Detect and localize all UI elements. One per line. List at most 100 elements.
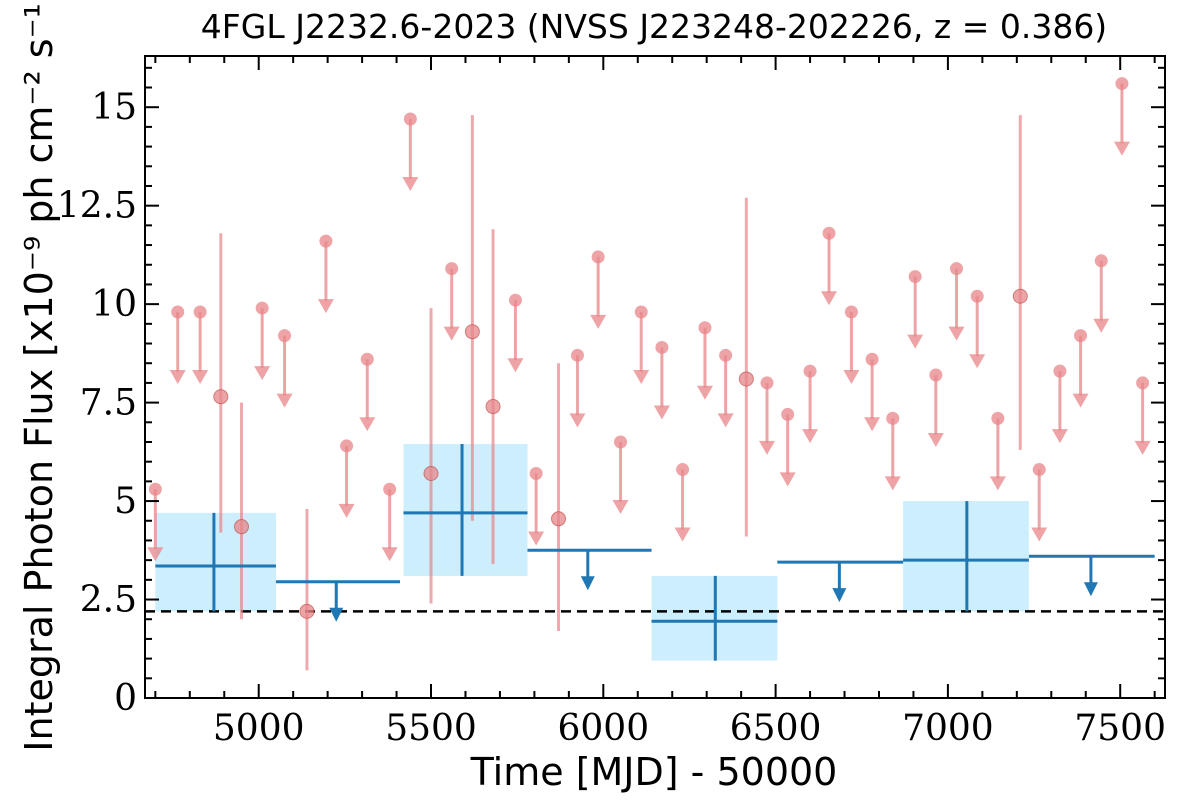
plot-area <box>145 77 1165 671</box>
upper-limit-point <box>508 293 522 307</box>
detection-point <box>1012 288 1028 304</box>
upper-limit-point <box>822 226 836 240</box>
short-bin-upper-limit <box>443 262 460 341</box>
upper-limit-arrowhead <box>569 413 586 428</box>
upper-limit-arrowhead <box>843 370 860 385</box>
upper-limit-point <box>886 411 900 425</box>
y-tick-label: 10 <box>91 284 137 325</box>
upper-limit-arrowhead <box>927 433 944 448</box>
upper-limit-point <box>991 411 1005 425</box>
upper-limit-point <box>970 289 984 303</box>
upper-limit-arrowhead <box>1113 141 1130 156</box>
short-bin-upper-limit <box>907 270 924 349</box>
short-bin-detection <box>299 508 315 671</box>
upper-limit-arrowhead <box>1134 440 1151 455</box>
short-bin-upper-limit <box>989 411 1006 491</box>
short-bin-upper-limit <box>359 352 376 432</box>
detection-point <box>464 324 480 340</box>
upper-limit-arrowhead <box>338 503 355 518</box>
long-bin-upper-limit <box>275 580 400 622</box>
upper-limit-arrowhead <box>402 177 419 192</box>
upper-limit-arrowhead <box>884 476 901 491</box>
short-bin-upper-limit <box>821 226 838 306</box>
x-tick-label: 7000 <box>902 708 994 749</box>
y-tick-label: 15 <box>91 87 137 128</box>
upper-limit-point <box>676 463 690 477</box>
long-bin-upper-limit <box>527 548 652 591</box>
short-bin-detection <box>485 229 501 565</box>
y-tick-label: 5 <box>114 481 137 522</box>
upper-limit-arrowhead <box>821 291 838 306</box>
plot-frame <box>144 55 1166 699</box>
detection-point <box>299 603 315 619</box>
short-bin-detection <box>464 115 480 521</box>
upper-limit-arrowhead <box>443 326 460 341</box>
detection-point <box>551 511 567 527</box>
short-bin-upper-limit <box>802 364 819 444</box>
long-bin-upper-limit <box>777 560 904 603</box>
detection-point <box>233 519 249 535</box>
upper-limit-point <box>148 482 162 496</box>
short-bin-upper-limit <box>633 305 650 385</box>
upper-limit-point <box>929 368 943 382</box>
upper-limit-arrowhead <box>381 547 398 562</box>
upper-limit-arrowhead <box>254 366 271 381</box>
short-bin-upper-limit <box>884 411 901 491</box>
short-bin-upper-limit <box>1113 77 1130 156</box>
upper-limit-arrowhead <box>1051 429 1068 444</box>
short-bin-detection <box>551 363 567 632</box>
short-bin-detection <box>213 233 229 533</box>
upper-limit-arrowhead <box>779 472 796 487</box>
long-bin-detection <box>155 512 276 612</box>
upper-limit-point <box>591 250 605 264</box>
upper-limit-point <box>634 305 648 319</box>
short-bin-upper-limit <box>717 348 734 428</box>
upper-limit-arrowhead <box>276 393 293 408</box>
upper-limit-point <box>570 348 584 362</box>
upper-limit-arrowhead <box>612 499 629 514</box>
upper-limit-point <box>340 439 354 453</box>
short-bin-detection <box>738 197 754 537</box>
upper-limit-arrowhead <box>907 334 924 349</box>
short-bin-upper-limit <box>1051 364 1068 444</box>
upper-limit-arrowhead <box>989 476 1006 491</box>
upper-limit-arrowhead <box>653 405 670 420</box>
upper-limit-point <box>383 482 397 496</box>
upper-limit-point <box>278 329 292 343</box>
long-bin-band <box>403 443 528 576</box>
short-bin-upper-limit <box>507 293 524 373</box>
y-tick-label: 12.5 <box>57 186 137 227</box>
upper-limit-arrowhead <box>758 440 775 455</box>
upper-limit-arrowhead <box>507 358 524 373</box>
upper-limit-arrowhead <box>864 417 881 432</box>
upper-limit-arrowhead <box>674 527 691 542</box>
upper-limit-point <box>655 340 669 354</box>
upper-limit-arrowhead <box>717 413 734 428</box>
short-bin-upper-limit <box>674 463 691 542</box>
upper-limit-arrowhead <box>1093 318 1110 333</box>
long-bin-limit-arrowhead <box>329 607 344 622</box>
short-bin-upper-limit <box>254 301 271 381</box>
detection-point <box>423 465 439 481</box>
y-tick-label: 7.5 <box>80 383 137 424</box>
upper-limit-point <box>865 352 879 366</box>
short-bin-upper-limit <box>147 482 164 562</box>
short-bin-upper-limit <box>927 368 944 448</box>
upper-limit-arrowhead <box>633 370 650 385</box>
upper-limit-point <box>781 407 795 421</box>
upper-limit-arrowhead <box>590 314 607 329</box>
short-bin-upper-limit <box>590 250 607 329</box>
short-bin-upper-limit <box>969 289 986 369</box>
long-bin-band <box>155 512 276 612</box>
long-bin-upper-limit <box>1028 554 1155 597</box>
upper-limit-arrowhead <box>147 547 164 562</box>
x-tick-label: 5500 <box>385 708 477 749</box>
short-bin-upper-limit <box>779 407 796 487</box>
upper-limit-arrowhead <box>696 385 713 400</box>
long-bin-limit-arrowhead <box>1083 582 1098 597</box>
detection-point <box>213 389 229 405</box>
upper-limit-point <box>255 301 269 315</box>
short-bin-detection <box>233 402 249 620</box>
upper-limit-point <box>445 262 459 276</box>
